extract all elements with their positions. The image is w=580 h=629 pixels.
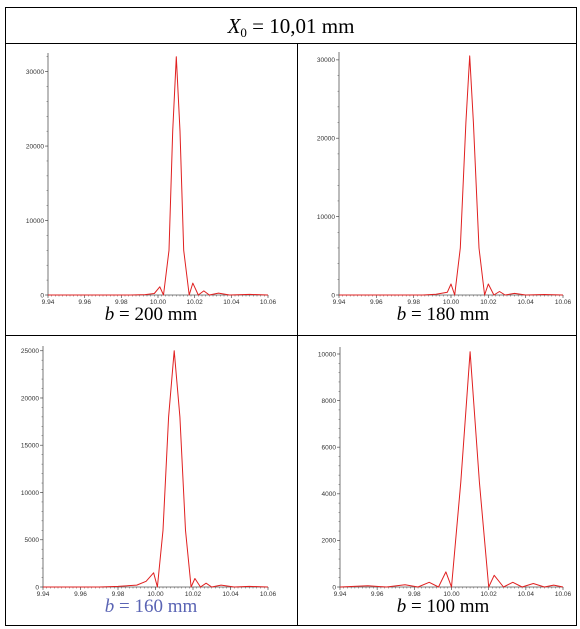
x-tick-label: 10.00 xyxy=(147,591,164,598)
panel-2: 0 10000 20000 30000 9.94 9.96 9.98 10.00 10.02 10… xyxy=(298,45,580,331)
panel-1-caption: b = 200 mm xyxy=(6,304,296,326)
caption-variable: b xyxy=(104,304,115,325)
x-tick-label: 9.94 xyxy=(37,591,50,598)
y-tick-label: 30000 xyxy=(26,69,44,76)
x-tick-label: 10.00 xyxy=(443,591,460,598)
x-tick-label: 9.94 xyxy=(333,299,346,306)
panel-1: 0 10000 20000 30000 9.94 9.96 9.98 10.00 10.02 10… xyxy=(6,45,296,331)
x-tick-label: 10.00 xyxy=(443,299,460,306)
y-tick-label: 0 xyxy=(332,584,336,591)
column-divider xyxy=(297,43,298,626)
panel-3-caption: b = 160 mm xyxy=(6,596,296,618)
x-tick-label: 10.04 xyxy=(518,299,535,306)
y-tick-label: 6000 xyxy=(322,444,337,451)
panel-2-caption: b = 180 mm xyxy=(298,304,580,326)
chart-1: 0 10000 20000 30000 9.94 9.96 9.98 10.00 10.02 10… xyxy=(26,53,277,306)
x-tick-label: 10.04 xyxy=(518,591,535,598)
title-divider xyxy=(5,43,577,44)
x-tick-label: 9.98 xyxy=(408,591,421,598)
chart-2: 0 10000 20000 30000 9.94 9.96 9.98 10.00 10.02 10… xyxy=(317,52,572,306)
series-line xyxy=(339,351,564,588)
y-tick-label: 10000 xyxy=(317,214,335,221)
x-tick-label: 9.94 xyxy=(42,299,55,306)
caption-variable: b xyxy=(104,596,115,617)
y-tick-label: 8000 xyxy=(322,398,337,405)
y-tick-label: 10000 xyxy=(26,218,44,225)
x-tick-label: 10.02 xyxy=(480,299,497,306)
y-tick-label: 20000 xyxy=(26,143,44,150)
caption-variable: b xyxy=(396,596,407,617)
x-tick-label: 10.02 xyxy=(187,299,204,306)
y-tick-label: 4000 xyxy=(322,491,337,498)
series-line xyxy=(339,55,564,296)
x-tick-label: 9.96 xyxy=(370,299,383,306)
caption-value: = 180 mm xyxy=(406,304,490,325)
title-value: = 10,01 mm xyxy=(246,14,355,38)
panel-4: 0 2000 4000 6000 8000 10000 9.94 9.96 9.98 10.00 1… xyxy=(298,337,580,623)
y-tick-label: 10000 xyxy=(318,351,336,358)
x-tick-label: 9.94 xyxy=(334,591,347,598)
y-tick-label: 0 xyxy=(35,584,39,591)
x-tick-label: 9.98 xyxy=(407,299,420,306)
x-tick-label: 9.96 xyxy=(78,299,91,306)
x-tick-label: 10.06 xyxy=(555,591,572,598)
y-tick-label: 5000 xyxy=(25,537,40,544)
y-tick-label: 15000 xyxy=(21,443,39,450)
caption-variable: b xyxy=(396,304,407,325)
series-line xyxy=(48,56,269,296)
x-tick-label: 9.96 xyxy=(371,591,384,598)
x-tick-label: 10.04 xyxy=(223,299,240,306)
y-tick-label: 20000 xyxy=(317,136,335,143)
row-divider xyxy=(5,335,577,336)
figure-title: X0 = 10,01 mm xyxy=(5,14,577,41)
x-tick-label: 9.96 xyxy=(74,591,87,598)
title-subscript: 0 xyxy=(240,25,247,40)
y-tick-label: 30000 xyxy=(317,57,335,64)
x-tick-label: 10.06 xyxy=(260,299,277,306)
x-tick-label: 10.04 xyxy=(222,591,239,598)
caption-value: = 100 mm xyxy=(406,596,490,617)
x-tick-label: 10.02 xyxy=(185,591,202,598)
y-tick-label: 0 xyxy=(331,292,335,299)
chart-4: 0 2000 4000 6000 8000 10000 9.94 9.96 9.98 10.00 1… xyxy=(318,347,572,598)
x-tick-label: 9.98 xyxy=(112,591,125,598)
x-tick-label: 10.02 xyxy=(481,591,498,598)
y-tick-label: 0 xyxy=(40,292,44,299)
y-tick-label: 25000 xyxy=(21,348,39,355)
x-tick-label: 9.98 xyxy=(115,299,128,306)
panel-3: 0 5000 10000 15000 20000 25000 9.94 9.96 9.98 10.… xyxy=(6,337,296,623)
x-tick-label: 10.06 xyxy=(260,591,277,598)
chart-3: 0 5000 10000 15000 20000 25000 9.94 9.96 9.98 10.… xyxy=(21,346,277,598)
y-tick-label: 20000 xyxy=(21,395,39,402)
panel-4-caption: b = 100 mm xyxy=(298,596,580,618)
caption-value: = 200 mm xyxy=(114,304,198,325)
caption-value: = 160 mm xyxy=(114,596,198,617)
figure-frame xyxy=(5,7,577,626)
x-tick-label: 10.00 xyxy=(150,299,167,306)
series-line xyxy=(43,350,269,588)
y-tick-label: 2000 xyxy=(322,538,337,545)
y-tick-label: 10000 xyxy=(21,490,39,497)
x-tick-label: 10.06 xyxy=(555,299,572,306)
title-symbol: X xyxy=(227,14,241,38)
